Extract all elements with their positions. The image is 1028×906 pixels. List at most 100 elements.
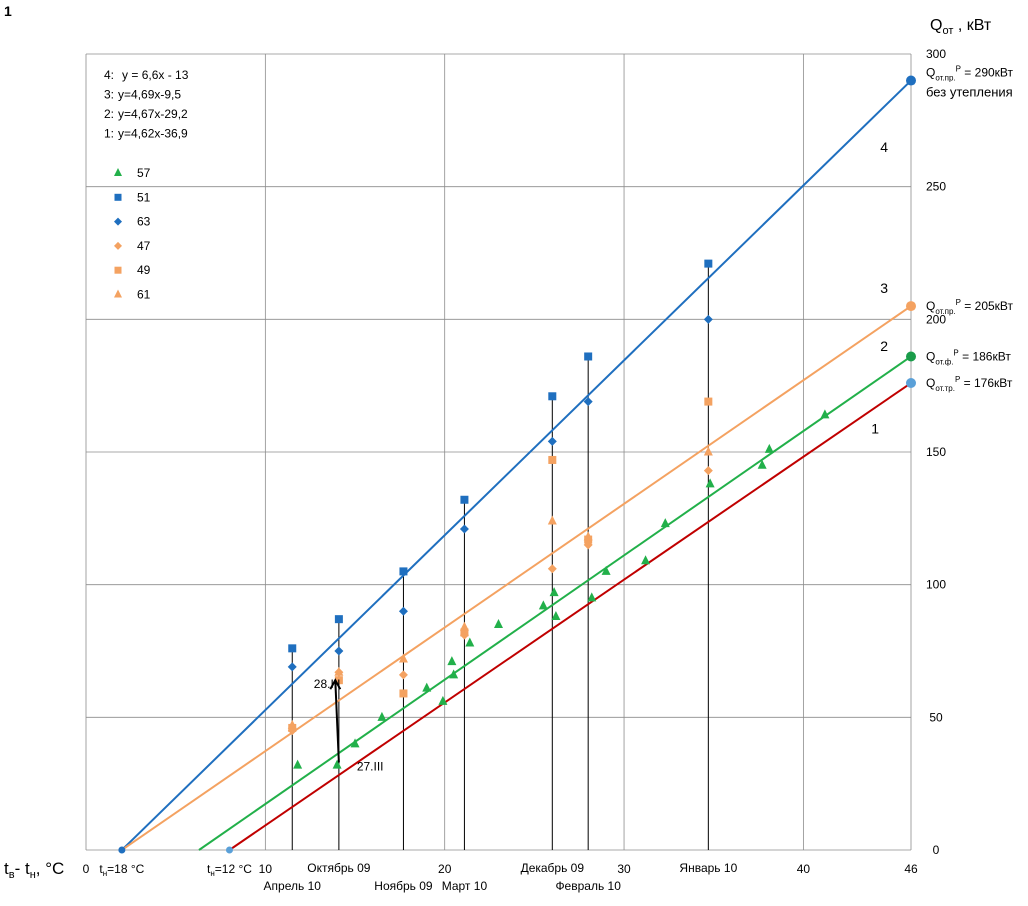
- x-tick-label: 40: [797, 862, 811, 876]
- data-point-63: [287, 662, 297, 672]
- data-point-63: [583, 397, 593, 407]
- data-point-49: [460, 628, 469, 637]
- data-point-51: [704, 259, 713, 268]
- design-load-label-sub: от.пр.: [935, 74, 955, 83]
- data-point-51: [460, 495, 469, 504]
- data-point-57: [494, 618, 503, 628]
- data-point-51: [399, 567, 408, 576]
- design-load-label-rest: = 176кВт: [960, 376, 1013, 390]
- legend-label: 51: [137, 190, 151, 204]
- fit-lines: [121, 75, 916, 851]
- data-point-57: [350, 738, 360, 748]
- design-load-label-main: Q: [926, 349, 935, 363]
- equation-legend-number: 1:: [104, 127, 114, 141]
- design-load-label-sup: Р: [955, 375, 960, 384]
- design-load-label-main: Q: [926, 299, 935, 313]
- design-load-label-main: Q: [926, 66, 935, 80]
- outdoor-temp-label-sub: н: [210, 869, 214, 878]
- x-axis-title-main: t: [4, 859, 9, 878]
- outdoor-temp-label-rest: =18 °С: [107, 862, 144, 876]
- design-load-label-rest: = 186кВт: [959, 349, 1012, 363]
- x-tick-label: 30: [617, 862, 631, 876]
- fit-line-3: [121, 305, 912, 851]
- month-label: Октябрь 09: [307, 861, 371, 875]
- month-label: Ноябрь 09: [374, 879, 433, 893]
- x-axis-title: tв- tн, °С: [4, 859, 64, 881]
- x-tick-label: 20: [438, 862, 452, 876]
- x-tick-label: 10: [259, 862, 273, 876]
- x-tick-label: 0: [83, 862, 90, 876]
- legend-label: 47: [137, 239, 151, 253]
- fit-line-endpoint: [906, 378, 916, 389]
- design-load-label: Qот.ф.Р = 186кВт: [926, 348, 1011, 366]
- legend: 4: y = 6,6x - 13 3: y=4,69x-9,5 2: y=4,67x-29…: [104, 68, 189, 302]
- y-tick-label: 250: [926, 180, 946, 194]
- equation-legend-formula: y=4,62x-36,9: [118, 127, 188, 141]
- equation-legend-number: 3:: [104, 88, 114, 102]
- design-load-label-sub: от.тр.: [935, 384, 955, 393]
- data-point-63: [334, 646, 344, 656]
- data-point-57: [551, 611, 561, 621]
- line-number-label: 4: [880, 139, 888, 155]
- data-point-61: [334, 666, 344, 676]
- line-number-label: 1: [871, 420, 879, 436]
- legend-label: 63: [137, 215, 151, 229]
- x-axis-title-sub2: н: [30, 869, 36, 881]
- data-point-51: [584, 352, 593, 361]
- legend-label: 57: [137, 166, 151, 180]
- data-point-61: [583, 531, 593, 541]
- data-point-63: [547, 436, 557, 446]
- outdoor-temp-marker: [118, 846, 126, 854]
- data-point-49: [399, 689, 408, 698]
- equation-legend-entry: 4: y = 6,6x - 13: [104, 68, 189, 82]
- data-point-57: [422, 682, 432, 692]
- data-point-57: [549, 587, 559, 597]
- y-axis-title-sub: от: [942, 25, 953, 37]
- y-tick-label: 0: [933, 843, 940, 857]
- y-tick-label: 150: [926, 445, 946, 459]
- legend-marker-63: [114, 217, 122, 226]
- data-point-57: [764, 443, 774, 453]
- month-label: Декабрь 09: [521, 861, 585, 875]
- y-tick-label: 100: [926, 578, 946, 592]
- fit-line-4: [121, 79, 912, 851]
- fit-line-2: [198, 355, 912, 851]
- data-point-61: [459, 621, 469, 631]
- design-load-label-sub: от.пр.: [935, 307, 955, 316]
- fit-line-endpoint: [906, 301, 916, 312]
- design-load-label-rest: = 205кВт: [961, 299, 1014, 313]
- data-point-51: [334, 615, 343, 624]
- data-point-57: [332, 759, 342, 769]
- grid: [85, 53, 912, 851]
- line-number-label: 3: [880, 280, 888, 296]
- data-point-61: [398, 653, 408, 663]
- data-point-51: [288, 644, 297, 653]
- data-point-47: [703, 466, 713, 476]
- data-point-57: [377, 711, 387, 721]
- legend-marker-49: [114, 266, 122, 274]
- data-point-63: [398, 606, 408, 616]
- x-axis-title-rest: , °С: [36, 859, 65, 878]
- design-load-label: Qот.пр.Р = 205кВт: [926, 298, 1014, 316]
- legend-label: 61: [137, 288, 151, 302]
- month-label: Апрель 10: [264, 879, 322, 893]
- month-label: Январь 10: [679, 861, 737, 875]
- equation-legend-formula: y = 6,6x - 13: [122, 68, 189, 82]
- fit-line-1: [228, 382, 912, 851]
- data-point-61: [547, 515, 557, 525]
- design-load-label-rest: = 290кВт: [961, 66, 1014, 80]
- equation-legend-entry: 2: y=4,67x-29,2: [104, 107, 188, 121]
- data-point-57: [438, 695, 448, 705]
- legend-marker-51: [114, 193, 122, 201]
- figure-number: 1: [4, 3, 12, 19]
- y-axis-title-main: Q: [930, 17, 942, 34]
- outdoor-temp-label-sub: н: [103, 869, 107, 878]
- outdoor-temp-label-main: t: [99, 862, 103, 876]
- outdoor-temp-label: tн=18 °С: [99, 862, 144, 878]
- design-load-label-sup: Р: [956, 65, 961, 74]
- data-point-57: [538, 600, 548, 610]
- outdoor-temp-label-rest: =12 °С: [215, 862, 252, 876]
- y-tick-label: 200: [926, 312, 946, 326]
